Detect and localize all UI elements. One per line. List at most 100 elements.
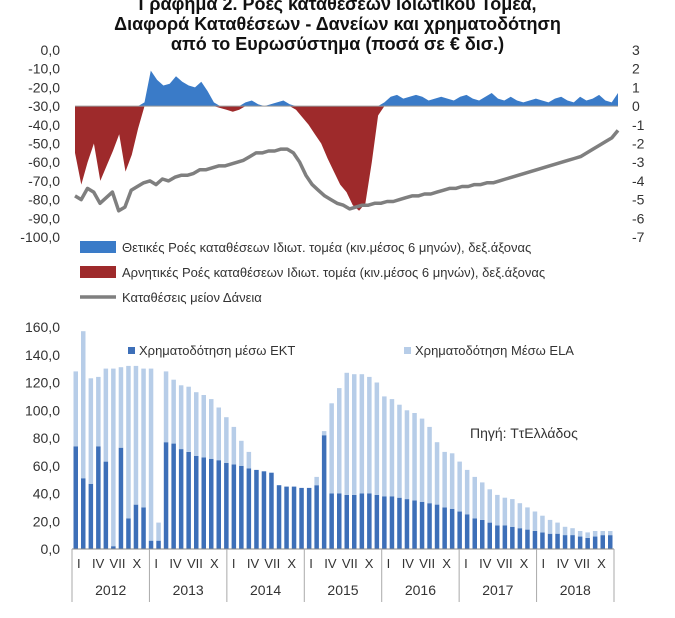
right-axis-tick-label: 3 [632, 42, 640, 58]
ela-bar [367, 376, 372, 494]
right-axis-tick-label: -5 [632, 192, 645, 208]
quarter-label: I [77, 556, 81, 571]
ecb-bar [359, 493, 365, 549]
ecb-bar [525, 529, 530, 549]
ela-bar [111, 368, 116, 547]
year-label: 2012 [95, 582, 126, 598]
y-axis-tick-label: 80,0 [33, 430, 60, 446]
ecb-bar [329, 493, 334, 549]
ecb-bar [449, 508, 455, 549]
ela-bar [389, 399, 395, 497]
ecb-bar [276, 485, 282, 549]
ela-bar [96, 376, 101, 447]
y-axis-tick-label: 160,0 [25, 319, 60, 335]
ecb-bar [389, 496, 395, 549]
ecb-bar [178, 449, 184, 549]
y-axis-tick-label: 20,0 [33, 513, 60, 529]
ela-bar [555, 522, 560, 534]
ela-bar [231, 426, 237, 465]
ecb-bar [133, 504, 139, 549]
ecb-bar [419, 501, 425, 549]
ecb-bar [141, 507, 146, 549]
ela-bar [472, 476, 477, 519]
ecb-bar [374, 494, 380, 549]
ela-bar [600, 531, 605, 536]
ela-bar [532, 511, 538, 531]
left-axis-tick-label: -20,0 [28, 79, 60, 95]
quarter-label: X [520, 556, 529, 571]
left-axis-tick-label: -90,0 [28, 210, 60, 226]
ecb-bar [532, 531, 538, 549]
quarter-label: VII [187, 556, 203, 571]
ela-bar [321, 431, 327, 436]
ela-bar [397, 404, 402, 498]
ecb-bar [457, 511, 462, 549]
deposit-flows-chart: 0,0 -10,0 -20,0 -30,0 -40,0 -50,0 -60,0 -70,0 -8… [20, 42, 645, 305]
y-axis-tick-label: 60,0 [33, 458, 60, 474]
ela-bar [194, 392, 199, 456]
chart-title-line-3: από το Ευρωσύστημα (ποσά σε € δισ.) [170, 34, 505, 54]
left-axis-tick-label: -80,0 [28, 192, 60, 208]
ecb-bar [434, 504, 440, 549]
ecb-bar [314, 485, 319, 549]
ela-bar [525, 507, 530, 530]
ela-bar [442, 451, 447, 508]
ela-bar [382, 396, 387, 497]
ela-bar [156, 522, 161, 541]
quarter-label: I [387, 556, 391, 571]
ela-bar [329, 403, 334, 494]
ecb-bar [570, 535, 575, 549]
ela-bar [224, 417, 229, 463]
quarter-label: IV [247, 556, 260, 571]
legend-swatch [80, 266, 116, 278]
quarter-label: VII [419, 556, 435, 571]
ecb-bar [480, 519, 485, 549]
quarter-label: I [464, 556, 468, 571]
ela-bar [517, 503, 523, 529]
ela-bar [510, 499, 515, 527]
quarter-label: X [442, 556, 451, 571]
ecb-bar [464, 514, 470, 549]
ela-bar [209, 399, 214, 459]
ela-bar [141, 368, 146, 508]
year-label: 2018 [560, 582, 591, 598]
ecb-bar [111, 546, 116, 549]
ecb-bar [404, 499, 410, 549]
year-label: 2013 [173, 582, 204, 598]
ela-bar [427, 426, 432, 504]
ela-bar [359, 374, 365, 494]
ela-bar [126, 365, 131, 519]
right-axis-tick-label: -2 [632, 136, 645, 152]
ela-bar [163, 371, 169, 443]
quarter-label: IV [324, 556, 337, 571]
ecb-bar [608, 535, 613, 549]
ecb-bar [412, 500, 417, 549]
ecb-bar [96, 446, 101, 549]
quarter-label: VII [497, 556, 513, 571]
ecb-bar [291, 486, 297, 549]
ela-bar [374, 382, 380, 495]
quarter-label: X [287, 556, 296, 571]
right-axis-tick-label: -6 [632, 210, 645, 226]
ecb-bar [163, 442, 169, 549]
right-axis-tick-label: -1 [632, 117, 645, 133]
left-axis-tick-label: -100,0 [20, 229, 60, 245]
ecb-bar [194, 456, 199, 549]
quarter-label: X [210, 556, 219, 571]
ecb-bar [209, 458, 214, 549]
ecb-bar [321, 435, 327, 549]
ecb-bar [269, 472, 274, 549]
quarter-label: I [309, 556, 313, 571]
year-label: 2016 [405, 582, 436, 598]
ecb-bar [254, 469, 259, 549]
quarter-label: IV [169, 556, 182, 571]
y-axis-tick-label: 140,0 [25, 347, 60, 363]
ecb-bar [88, 483, 94, 549]
quarter-label: VII [264, 556, 280, 571]
ela-bar [178, 385, 184, 450]
ela-bar [81, 331, 86, 479]
quarter-label: IV [557, 556, 570, 571]
ecb-bar [472, 518, 477, 549]
ela-bar [487, 489, 492, 523]
